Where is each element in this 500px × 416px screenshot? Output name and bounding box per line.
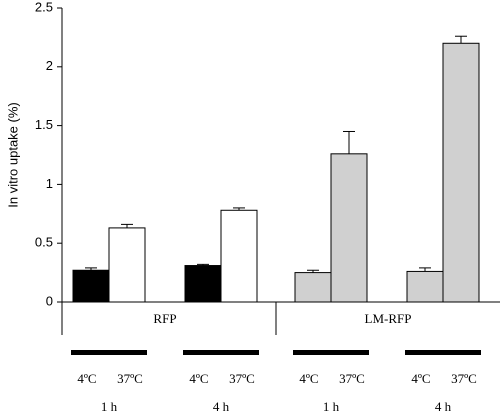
bar bbox=[220, 209, 258, 303]
time-label: 1 h bbox=[323, 399, 340, 414]
bar bbox=[294, 272, 332, 303]
x-tick-label: 37ºC bbox=[451, 371, 477, 386]
bar bbox=[330, 153, 368, 303]
bar bbox=[108, 227, 146, 303]
x-tick-label: 37ºC bbox=[229, 371, 255, 386]
group-bar bbox=[293, 350, 369, 355]
x-tick-label: 4ºC bbox=[411, 371, 430, 386]
x-tick-label: 37ºC bbox=[339, 371, 365, 386]
group-bar bbox=[71, 350, 147, 355]
bar bbox=[72, 269, 110, 303]
time-label: 4 h bbox=[213, 399, 230, 414]
group-bar bbox=[405, 350, 481, 355]
y-tick-label: 2 bbox=[46, 58, 53, 73]
x-tick-label: 37ºC bbox=[117, 371, 143, 386]
bar bbox=[406, 270, 444, 303]
x-tick-label: 4ºC bbox=[299, 371, 318, 386]
y-tick-label: 0.5 bbox=[35, 235, 53, 250]
time-label: 4 h bbox=[435, 399, 452, 414]
construct-label: RFP bbox=[153, 311, 176, 326]
y-tick-label: 2.5 bbox=[35, 0, 53, 14]
y-tick-label: 1 bbox=[46, 176, 53, 191]
y-axis-label: In vitro uptake (%) bbox=[5, 102, 20, 208]
construct-label: LM-RFP bbox=[365, 311, 412, 326]
x-tick-label: 4ºC bbox=[77, 371, 96, 386]
y-tick-label: 1.5 bbox=[35, 117, 53, 132]
group-bar bbox=[183, 350, 259, 355]
bar bbox=[184, 265, 222, 303]
y-tick-label: 0 bbox=[46, 293, 53, 308]
x-tick-label: 4ºC bbox=[189, 371, 208, 386]
bar bbox=[442, 42, 480, 303]
time-label: 1 h bbox=[101, 399, 118, 414]
